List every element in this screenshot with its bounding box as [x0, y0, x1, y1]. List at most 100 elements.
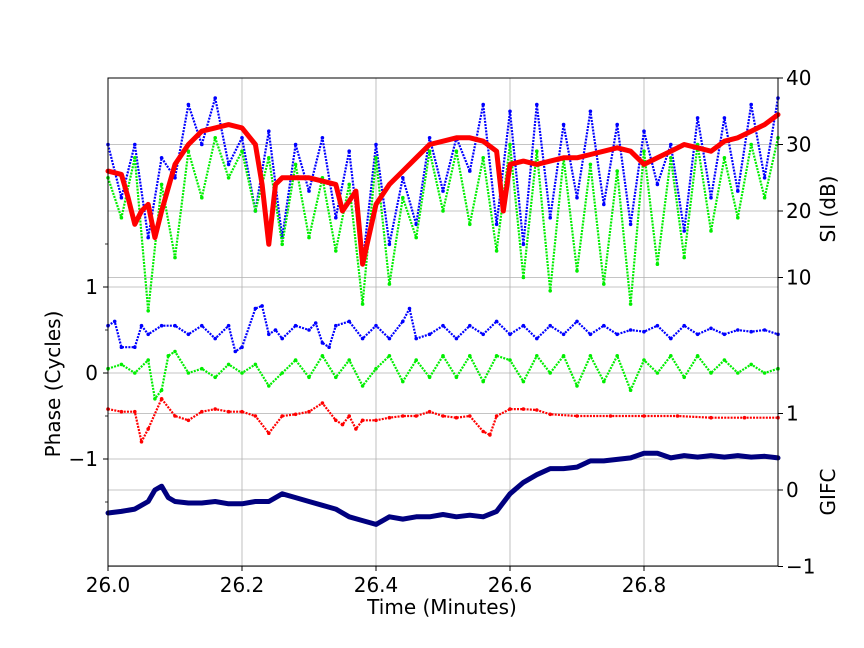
series-point: [213, 407, 217, 411]
series-point: [159, 182, 164, 187]
series-point: [320, 341, 325, 345]
series-point: [200, 323, 204, 328]
series-point: [407, 306, 412, 311]
series-point: [548, 371, 552, 375]
series-point: [481, 102, 486, 107]
series-point: [695, 116, 700, 120]
series-point: [334, 323, 338, 328]
series-point: [749, 142, 753, 147]
series-point: [454, 149, 459, 153]
series-point: [133, 371, 137, 375]
left-tick-label: −1: [69, 447, 98, 471]
series-point: [441, 323, 445, 328]
series-point: [146, 332, 150, 337]
series-point: [374, 142, 378, 147]
series-line: [107, 304, 779, 353]
series-point: [494, 414, 499, 418]
series-point: [468, 222, 472, 227]
series-point: [139, 323, 144, 328]
series-point: [427, 136, 432, 140]
series-point: [293, 358, 298, 362]
series-point: [615, 122, 619, 127]
series-point: [307, 375, 311, 380]
series-point: [736, 328, 740, 332]
series-point: [521, 323, 526, 328]
series-point: [146, 427, 150, 431]
series-point: [608, 414, 613, 418]
series-point: [521, 379, 526, 384]
series-point: [494, 319, 499, 324]
series-point: [414, 235, 419, 240]
series-point: [414, 358, 419, 362]
series-point: [535, 354, 539, 358]
series-point: [749, 102, 753, 107]
series-point: [213, 375, 217, 380]
series-point: [722, 116, 727, 120]
series-point: [139, 440, 144, 444]
series-point: [481, 429, 486, 434]
series-point: [173, 176, 177, 180]
series-point: [675, 414, 680, 418]
series-point: [709, 229, 713, 233]
series-point: [454, 336, 459, 341]
series-phase-4: [106, 349, 780, 401]
series-point: [521, 275, 526, 280]
series-point: [267, 156, 271, 160]
series-point: [642, 329, 646, 334]
series-point: [360, 418, 365, 423]
series-point: [521, 407, 526, 411]
series-point: [642, 129, 646, 133]
series-point: [280, 242, 285, 247]
series-point: [226, 409, 231, 414]
series-point: [575, 414, 579, 418]
series-point: [374, 156, 378, 160]
series-point: [615, 332, 619, 337]
series-point: [240, 409, 244, 414]
series-point: [588, 332, 593, 337]
series-point: [374, 323, 378, 328]
series-point: [347, 149, 352, 153]
series-point: [588, 162, 593, 167]
series-point: [213, 336, 217, 341]
series-point: [213, 96, 217, 100]
series-point: [200, 195, 204, 200]
series-gifc-6: [105, 450, 781, 527]
series-point: [387, 415, 392, 420]
series-point: [615, 354, 619, 358]
series-point: [642, 414, 646, 418]
series-point: [186, 332, 191, 337]
series-point: [307, 235, 311, 240]
series-point: [347, 182, 352, 187]
series-point: [347, 358, 352, 362]
series-point: [655, 182, 660, 187]
series-point: [494, 354, 499, 358]
series-point: [280, 414, 285, 418]
series-point: [374, 418, 378, 423]
series-point: [327, 345, 331, 350]
series-point: [575, 195, 579, 200]
series-point: [159, 323, 164, 328]
series-point: [548, 215, 552, 220]
series-point: [320, 136, 325, 140]
series-point: [119, 409, 124, 414]
series-point: [561, 354, 566, 358]
si-tick-label: 30: [786, 133, 811, 157]
series-point: [535, 149, 539, 153]
series-point: [762, 328, 767, 332]
series-point: [628, 222, 633, 227]
series-point: [360, 384, 365, 388]
series-point: [709, 195, 713, 200]
series-point: [293, 142, 298, 147]
series-point: [468, 323, 472, 328]
series-point: [133, 142, 137, 147]
series-phase-3: [106, 304, 780, 354]
series-point: [186, 371, 191, 375]
series-point: [548, 289, 552, 293]
series-point: [200, 366, 204, 371]
series-point: [267, 431, 271, 436]
series-point: [749, 362, 753, 367]
series-point: [119, 345, 124, 350]
series-point: [481, 379, 486, 384]
si-tick-label: 40: [786, 66, 811, 90]
series-point: [293, 162, 298, 167]
